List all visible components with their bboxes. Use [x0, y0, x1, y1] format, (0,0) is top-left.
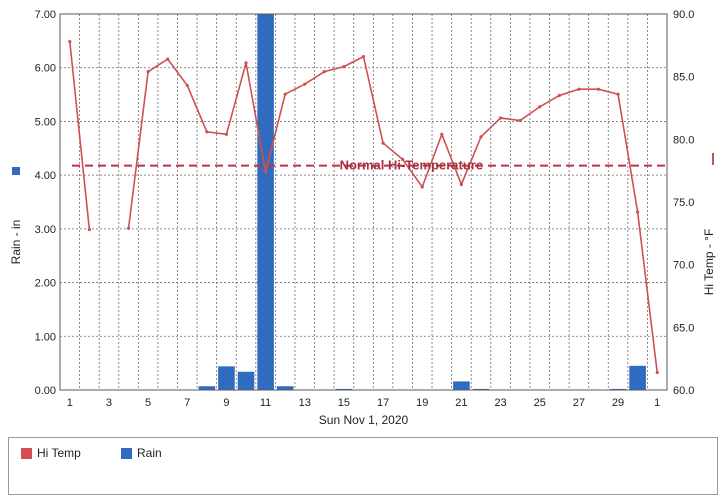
y-right-axis-label: Hi Temp - °F [702, 229, 716, 296]
hi-temp-point [244, 61, 248, 65]
y-right-tick-label: 70.0 [673, 260, 694, 272]
hi-temp-point [263, 170, 268, 174]
rain-bar [198, 386, 216, 390]
x-tick-label: 23 [494, 397, 506, 409]
hi-temp-point [361, 55, 366, 59]
legend-item-hi-temp: Hi Temp [21, 446, 81, 460]
rain-bar [276, 386, 294, 390]
y-left-tick-label: 7.00 [35, 9, 56, 21]
hi-temp-point [381, 141, 385, 145]
legend-label-rain: Rain [137, 446, 162, 460]
y-left-tick-label: 6.00 [35, 63, 56, 75]
x-tick-label: 15 [338, 397, 350, 409]
hi-temp-lines [68, 39, 659, 375]
grid [59, 14, 668, 390]
hi-temp-point [283, 92, 287, 96]
hi-temp-point [68, 39, 72, 44]
hi-temp-point [87, 227, 91, 232]
axes-text: 0.00 1.00 2.00 3.00 4.00 5.00 6.00 7.00 60.0 65.0… [35, 9, 695, 409]
hi-temp-point [518, 118, 522, 123]
hi-temp-point [616, 92, 620, 96]
hi-temp-point [126, 226, 131, 230]
rain-bar [237, 371, 255, 390]
x-tick-label: 3 [106, 397, 112, 409]
hi-temp-point [498, 116, 503, 120]
hi-temp-line [68, 41, 91, 230]
rain-bar [453, 381, 470, 390]
hi-temp-point [224, 132, 229, 136]
rain-bar [629, 365, 646, 390]
legend: Hi Temp Rain [8, 437, 718, 495]
x-tick-label: 9 [223, 397, 229, 409]
hi-temp-point [166, 57, 170, 61]
x-tick-label: 19 [416, 397, 428, 409]
legend-item-rain: Rain [121, 446, 162, 460]
hi-temp-point [205, 130, 209, 134]
hi-temp-point [146, 70, 150, 74]
rain-bar [472, 388, 490, 390]
y-right-tick-label: 85.0 [673, 72, 694, 84]
hi-temp-point [479, 135, 483, 139]
rain-swatch [121, 447, 132, 459]
chart: 0.00 1.00 2.00 3.00 4.00 5.00 6.00 7.00 60.0 65.0… [9, 9, 716, 427]
y-left-tick-label: 2.00 [35, 278, 56, 290]
hi-temp-point [185, 83, 189, 88]
y-left-tick-label: 0.00 [35, 385, 56, 397]
hi-temp-point [342, 65, 346, 69]
rain-bars [198, 14, 646, 390]
x-tick-label: 13 [299, 397, 311, 409]
x-tick-label: 7 [184, 397, 190, 409]
y-left-tick-label: 5.00 [35, 116, 56, 128]
hi-temp-swatch [21, 447, 32, 459]
rain-bar [257, 14, 274, 390]
normal-hi-label: Normal Hi-Temperature [340, 158, 484, 173]
rain-bar [609, 388, 627, 390]
hi-temp-point [538, 105, 542, 109]
hi-temp-point [440, 132, 444, 136]
hi-temp-point [596, 87, 601, 91]
x-tick-label: 17 [377, 397, 389, 409]
hi-temp-point [557, 93, 561, 98]
plot-frame [59, 13, 668, 391]
y-left-tick-label: 3.00 [35, 224, 56, 236]
y-left-tick-label: 4.00 [35, 170, 56, 182]
x-tick-label: 29 [612, 397, 624, 409]
rain-bar [335, 388, 353, 390]
y-right-tick-label: 65.0 [673, 322, 694, 334]
x-tick-label: 11 [260, 397, 271, 409]
hi-temp-point [459, 182, 464, 187]
y-left-axis-label: Rain - in [9, 220, 23, 265]
x-tick-label: 1 [67, 397, 73, 409]
hi-temp-point [636, 210, 640, 214]
hi-temp-line [127, 55, 659, 373]
y-right-tick-label: 80.0 [673, 134, 694, 146]
rain-bar [218, 366, 235, 390]
legend-label-hi-temp: Hi Temp [37, 446, 81, 460]
x-tick-label: 21 [455, 397, 467, 409]
hi-temp-point [577, 87, 581, 91]
x-tick-label: 27 [573, 397, 585, 409]
hi-temp-point [420, 185, 424, 189]
x-tick-label: 25 [534, 397, 546, 409]
x-tick-label: 1 [654, 397, 660, 409]
y-right-tick-label: 60.0 [673, 385, 694, 397]
y-left-tick-label: 1.00 [35, 331, 56, 343]
y-right-tick-label: 75.0 [673, 197, 694, 209]
rain-axis-marker [12, 167, 20, 175]
hi-temp-point [401, 157, 405, 161]
x-axis-label: Sun Nov 1, 2020 [319, 413, 409, 427]
hi-temp-point [655, 370, 659, 375]
x-tick-label: 5 [145, 397, 151, 409]
hi-temp-point [303, 82, 307, 86]
y-right-tick-label: 90.0 [673, 9, 694, 21]
hi-temp-point [322, 70, 326, 74]
